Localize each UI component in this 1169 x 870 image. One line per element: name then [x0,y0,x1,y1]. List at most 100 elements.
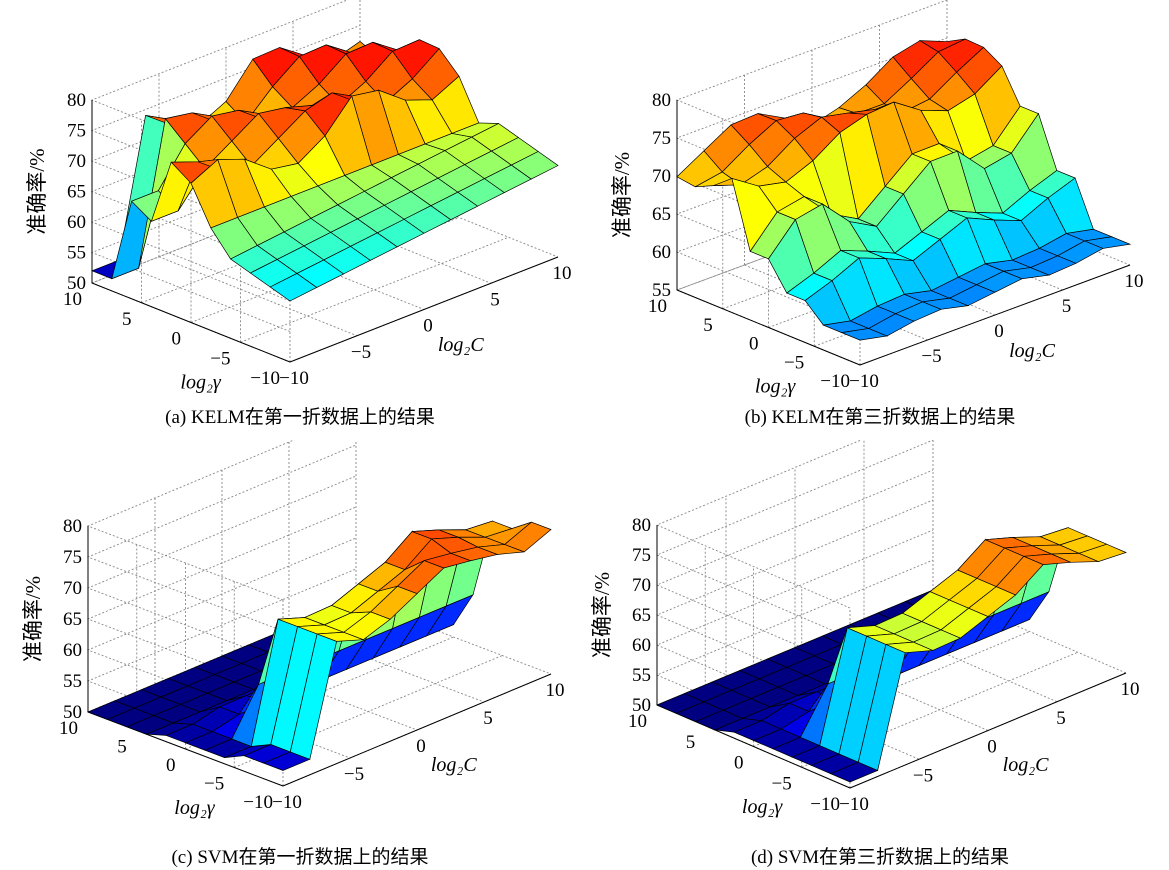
gamma-tick-label: −10 [250,368,280,389]
c-tick-label: −10 [272,792,302,813]
z-tick-label: 55 [652,280,671,301]
c-tick-label: 10 [1121,679,1140,700]
z-tick-label: 55 [63,671,82,692]
c-tick-label: 10 [546,680,565,701]
c-tick-label: 0 [987,737,997,758]
gamma-tick-label: −5 [204,774,224,795]
c-tick-label: 0 [416,736,426,757]
z-tick-label: 50 [632,695,651,716]
z-gridline [655,440,934,639]
z-tick-label: 55 [632,665,651,686]
z-tick-label: 80 [652,90,671,111]
z-axis-label: 准确率/% [590,572,614,658]
z-tick-label: 65 [67,182,86,203]
c-axis-label: log₂C [438,334,485,356]
z-gridline [655,499,934,699]
c-tick-label: 5 [490,289,500,310]
c-tick-label: 5 [1056,708,1066,729]
floor-gridline [225,230,425,310]
z-tick-label: 75 [632,545,651,566]
surface-patch [1083,236,1132,249]
c-tick-label: 10 [553,263,572,284]
c-tick-label: 5 [1062,296,1072,317]
z-tick-label: 80 [632,515,651,536]
gamma-tick-label: 10 [628,711,647,732]
c-tick-label: −10 [279,368,309,389]
z-tick-label: 70 [67,151,86,172]
surface-patch [1078,543,1127,562]
c-tick-label: 0 [423,316,433,337]
z-tick-label: 65 [652,204,671,225]
z-tick-label: 70 [652,166,671,187]
floor-gridline [158,256,358,337]
z-gridline [655,559,934,759]
z-tick-label: 75 [652,128,671,149]
gamma-tick-label: 10 [59,718,78,739]
chart-b: 55 60 65 70 75 80 10 5 0 −5 −10 −10 −5 0 5 10 准确率/% log₂γ… [610,0,1144,398]
floor-gridline [863,618,1058,703]
z-tick-label: 50 [67,273,86,294]
z-tick-label: 55 [67,243,86,264]
gamma-tick-label: −5 [210,348,230,369]
z-tick-label: 65 [632,605,651,626]
tick-labels: 55 60 65 70 75 80 10 5 0 −5 −10 −10 −5 0 5 10 [648,90,1144,392]
floor-gridline [359,177,559,258]
c-tick-label: −5 [344,764,364,785]
z-tick-label: 60 [632,635,651,656]
gamma-axis-label: log₂γ [742,796,784,818]
c-axis-label: log₂C [1003,754,1050,776]
gamma-tick-label: −10 [243,792,273,813]
gamma-tick-label: 5 [117,737,127,758]
z-axis-label: 准确率/% [610,152,634,238]
c-tick-label: −5 [351,342,371,363]
z-tick-label: 75 [63,547,82,568]
gamma-axis-label: log₂γ [755,376,797,398]
gamma-axis-label: log₂γ [180,371,222,393]
c-axis [282,673,552,787]
gamma-axis [676,289,861,366]
gamma-axis [91,282,291,363]
floor-gridline [355,599,552,675]
z-axis-label: 准确率/% [21,576,45,662]
z-tick-label: 50 [63,702,82,723]
c-tick-label: −10 [839,794,869,815]
z-tick-label: 80 [67,90,86,111]
c-axis-label: log₂C [431,754,478,776]
z-tick-label: 80 [63,516,82,537]
c-axis [849,672,1127,789]
z-gridline [655,529,934,729]
z-tick-label: 60 [652,242,671,263]
gamma-tick-label: 0 [166,755,176,776]
floor-gridline [932,589,1127,674]
caption-a: (a) KELM在第一折数据上的结果 [165,407,435,428]
gamma-axis-label: log₂γ [174,797,216,819]
surface-patch [504,521,552,553]
gamma-tick-label: 0 [734,753,744,774]
c-tick-label: −10 [849,371,879,392]
caption-b: (b) KELM在第三折数据上的结果 [744,407,1016,428]
z-axis-label: 准确率/% [25,148,49,234]
gamma-tick-label: 10 [63,289,82,310]
z-tick-label: 75 [67,121,86,142]
gamma-tick-label: 5 [686,732,696,753]
gamma-tick-label: 10 [648,296,667,317]
gamma-tick-label: −5 [772,773,792,794]
gamma-tick-label: −5 [784,352,804,373]
z-tick-label: 70 [63,578,82,599]
floor-gridline [292,203,492,284]
gamma-tick-label: 0 [172,329,182,350]
z-gridline [655,440,863,609]
axes [91,100,559,363]
gamma-tick-label: 5 [703,315,713,336]
z-tick-label: 60 [63,640,82,661]
surface [87,520,552,771]
c-tick-label: 5 [483,708,493,729]
surface-patch [510,151,559,180]
gamma-tick-label: −10 [810,794,840,815]
